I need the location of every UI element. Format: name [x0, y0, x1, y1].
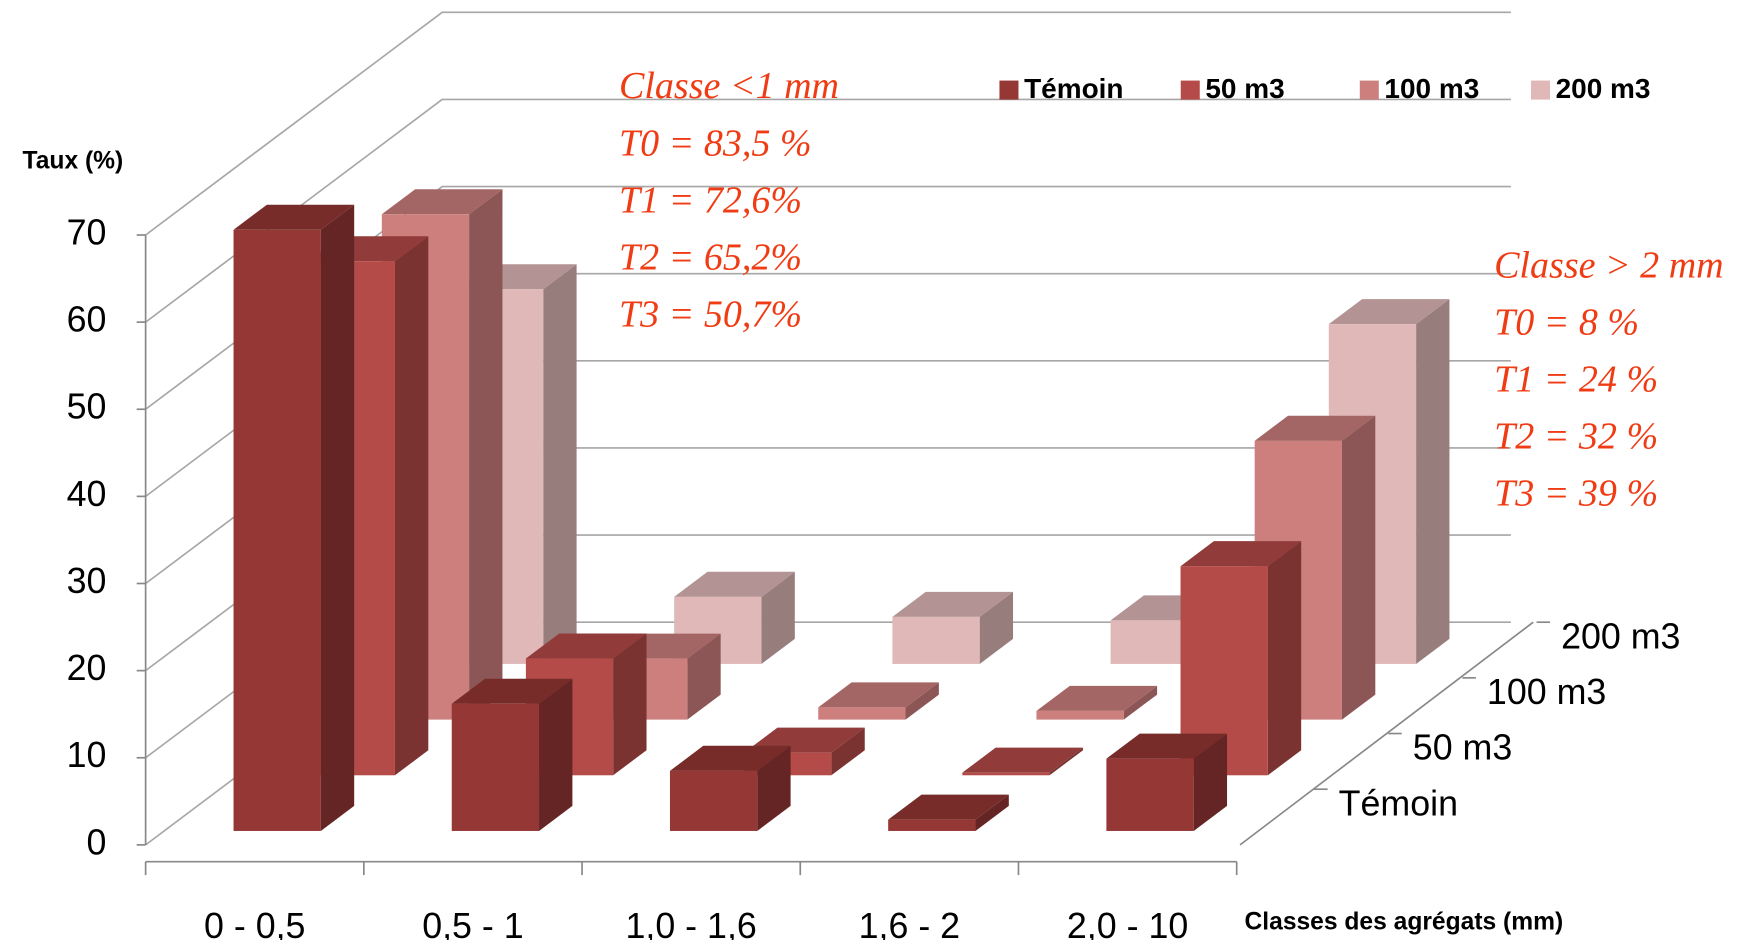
bar-side [1341, 415, 1376, 720]
bar-front [451, 703, 540, 831]
bar-side [1267, 541, 1302, 776]
annotation: T3 = 39 % [1494, 473, 1658, 515]
bar-top [1036, 685, 1158, 711]
bar-side [761, 571, 795, 664]
y-tick-label: 0 [87, 822, 107, 862]
annotation: T1 = 24 % [1494, 358, 1658, 400]
y-tick-label: 50 [67, 387, 107, 427]
bar-side [1416, 299, 1450, 664]
y-axis-label: Taux (%) [23, 148, 124, 175]
bar [892, 591, 1014, 664]
x-tick-label: 2,0 - 10 [1067, 906, 1188, 940]
bar [818, 682, 939, 720]
bar-side [757, 745, 791, 831]
bar [669, 745, 791, 831]
bar [451, 678, 573, 831]
bar-top [233, 204, 355, 230]
annotation: Classe <1 mm [619, 65, 839, 107]
bar-top [888, 794, 1009, 820]
x-tick-label: 1,6 - 2 [859, 906, 960, 940]
bar-top [1328, 299, 1450, 325]
bar-top [818, 682, 939, 708]
bar-top [1254, 415, 1376, 441]
bar-side [543, 264, 577, 664]
legend-label: 200 m3 [1556, 73, 1651, 104]
annotation: T2 = 65,2% [619, 236, 802, 278]
y-tick-label: 20 [67, 648, 107, 688]
x-axis-label: Classes des agrégats (mm) [1245, 909, 1564, 936]
bar-top [1180, 541, 1302, 567]
bar-side [394, 236, 429, 776]
y-tick-label: 30 [67, 561, 107, 601]
bar-side [975, 794, 1009, 831]
bar-side [1049, 747, 1083, 776]
bar [233, 204, 355, 831]
bar-top [962, 747, 1083, 773]
bar-front [962, 772, 1050, 776]
bar-side [320, 204, 355, 831]
depth-label: Témoin [1339, 783, 1458, 823]
bar-front [888, 819, 976, 831]
annotation: T0 = 83,5 % [619, 122, 812, 164]
legend-swatch [999, 80, 1019, 100]
bar-front [892, 616, 980, 664]
bar-side [1123, 685, 1158, 720]
bar-front [818, 707, 906, 720]
bar [1106, 733, 1228, 831]
bar-front [1036, 710, 1124, 720]
bar-top [674, 571, 795, 597]
legend-swatch [1359, 80, 1379, 100]
x-tick-label: 1,0 - 1,6 [625, 906, 756, 940]
y-tick-label: 70 [67, 212, 107, 252]
bar-side [905, 682, 939, 720]
depth-axis [1239, 621, 1534, 846]
bar-front [233, 229, 321, 831]
bar-front [1106, 758, 1194, 831]
bar-top [892, 591, 1014, 617]
bar-side [979, 591, 1014, 664]
legend-label: 50 m3 [1205, 73, 1284, 104]
bar-side [469, 189, 503, 720]
x-tick-label: 0,5 - 1 [422, 906, 523, 940]
annotation: T3 = 50,7% [619, 294, 802, 336]
grid-line [145, 11, 1511, 236]
bar-front [669, 770, 758, 831]
legend-swatch [1531, 80, 1551, 100]
legend-label: 100 m3 [1384, 73, 1479, 104]
bar-side [831, 727, 865, 776]
annotation: Classe > 2 mm [1494, 244, 1724, 286]
y-tick-label: 60 [67, 300, 107, 340]
depth-label: 200 m3 [1561, 616, 1680, 656]
annotation: T2 = 32 % [1494, 416, 1658, 458]
bar-side [1193, 733, 1228, 831]
x-tick-label: 0 - 0,5 [204, 906, 305, 940]
bar-top [669, 745, 791, 771]
legend-swatch [1180, 80, 1200, 100]
bar-side [539, 678, 573, 831]
bar-top [451, 678, 573, 704]
bar-side [687, 633, 721, 720]
bar [888, 794, 1009, 831]
bar-top [525, 633, 647, 659]
annotation: T1 = 72,6% [619, 179, 802, 221]
bar-top [381, 189, 503, 215]
depth-label: 50 m3 [1413, 728, 1513, 768]
y-tick-label: 40 [67, 474, 107, 514]
bar-top [1106, 733, 1228, 759]
bar [962, 747, 1083, 776]
annotation: T0 = 8 % [1494, 301, 1639, 343]
bar-side [613, 633, 647, 776]
depth-label: 100 m3 [1487, 672, 1606, 712]
y-tick-label: 10 [67, 735, 107, 775]
bar [1036, 685, 1158, 720]
legend-label: Témoin [1024, 73, 1123, 104]
